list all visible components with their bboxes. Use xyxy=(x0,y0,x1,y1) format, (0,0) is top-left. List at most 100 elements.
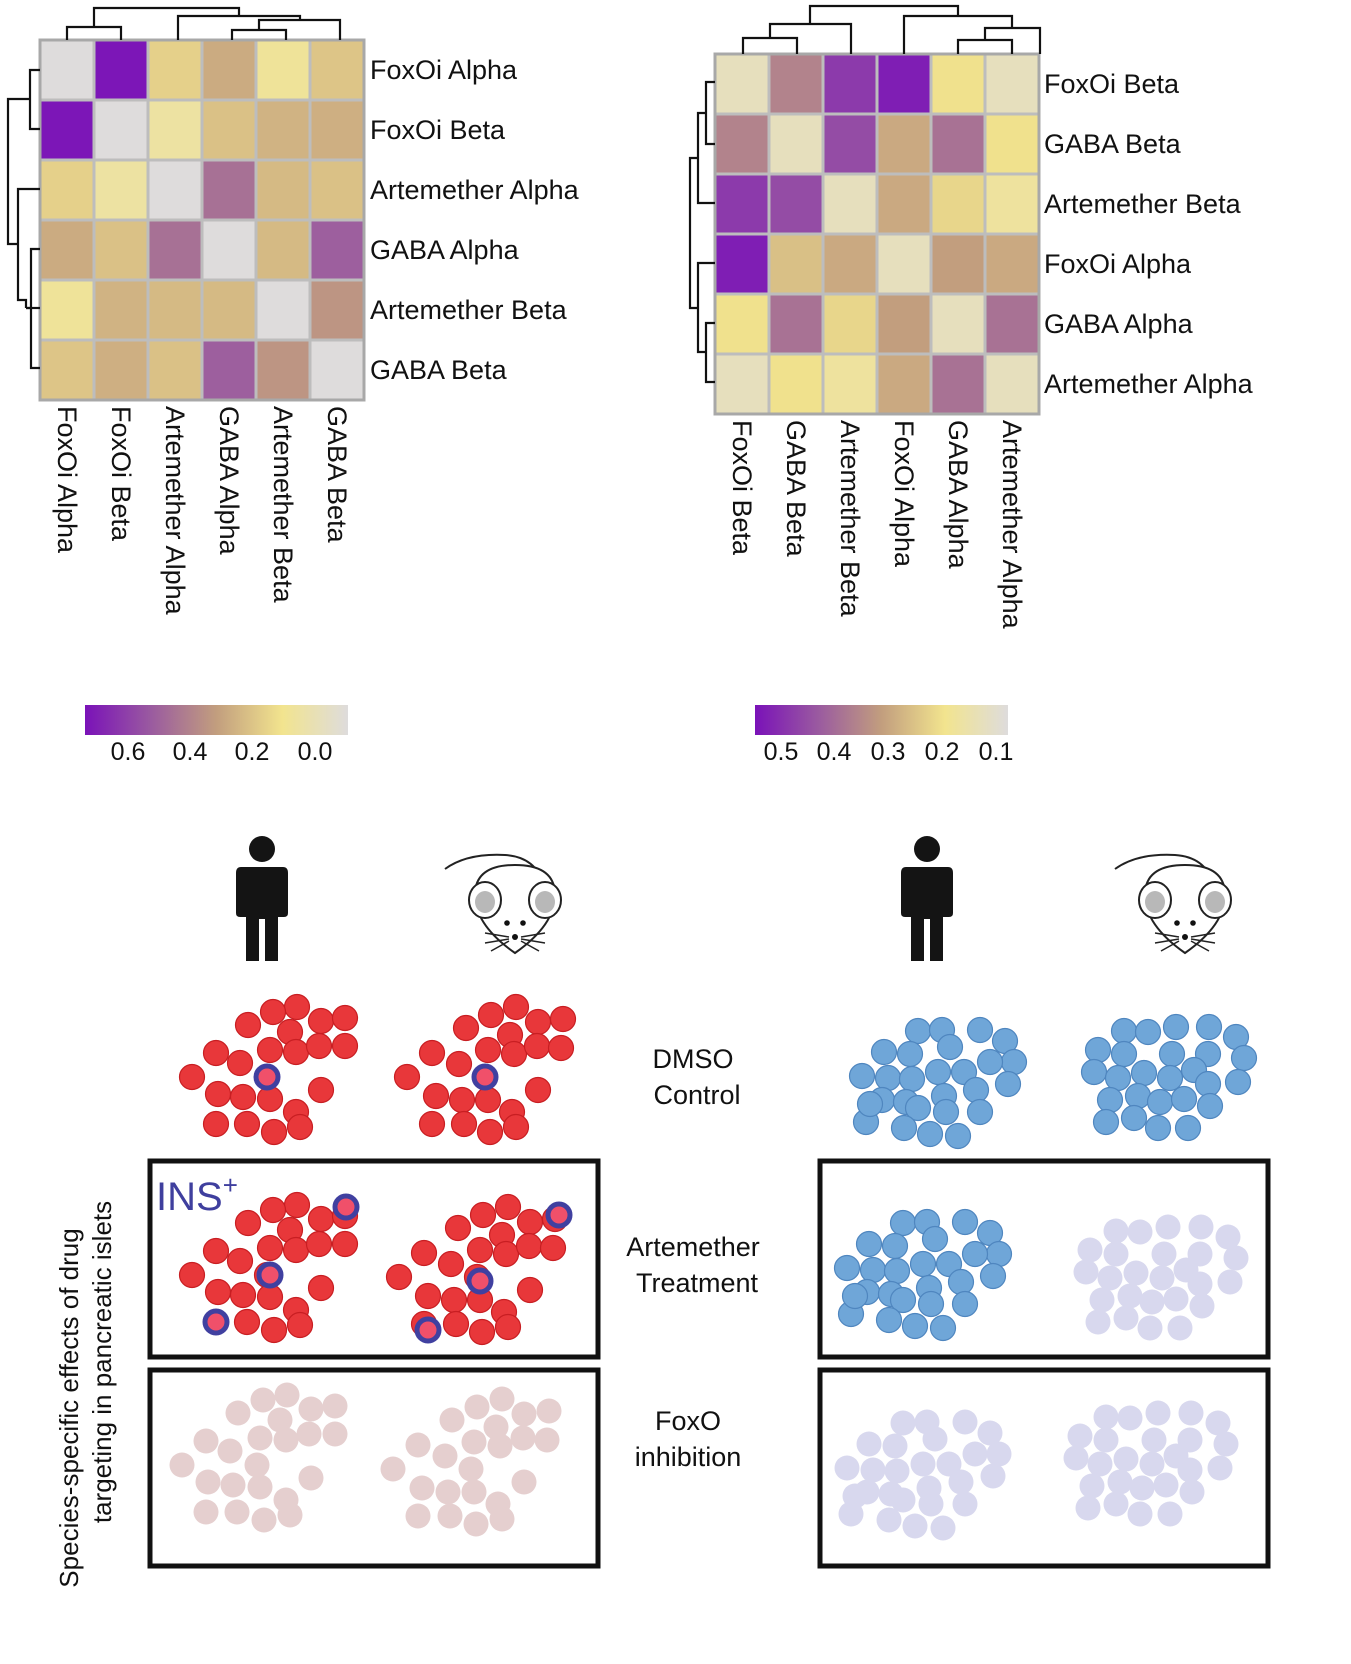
heatmap-cell xyxy=(203,221,255,279)
foxo-box-left xyxy=(147,1367,601,1569)
heatmap-cell xyxy=(716,115,768,173)
heatmap-cell xyxy=(149,221,201,279)
heatmap-cell xyxy=(932,55,984,113)
islet-cell xyxy=(1089,1287,1115,1313)
foxo-label-line1: FoxO xyxy=(655,1406,721,1436)
heatmap-cell xyxy=(770,355,822,413)
islet-cell xyxy=(224,1499,250,1525)
islet-cell xyxy=(890,1114,918,1142)
islet-cell xyxy=(1124,1082,1152,1110)
islet-cell xyxy=(1196,1092,1224,1120)
heatmap-col-label: Artemether Alpha xyxy=(160,406,190,616)
islet-cell xyxy=(883,1257,911,1285)
heatmap-cell xyxy=(41,341,93,399)
heatmap-cell xyxy=(878,55,930,113)
islet-cell xyxy=(930,1515,956,1541)
heatmap-cell xyxy=(770,55,822,113)
islet-cell xyxy=(1084,1036,1112,1064)
islet-cell xyxy=(1085,1309,1111,1335)
islet-cell xyxy=(918,1491,944,1517)
islet-cell xyxy=(322,1421,348,1447)
islet-cell xyxy=(307,1076,335,1104)
islet-cell xyxy=(418,1110,446,1138)
islet-cell xyxy=(842,1483,868,1509)
islet-cell xyxy=(250,1387,276,1413)
islet-cell xyxy=(260,1118,288,1146)
islet-cell xyxy=(256,1234,284,1262)
islet-cell xyxy=(1188,1214,1214,1240)
colorbar-tick-label: 0.4 xyxy=(817,738,852,766)
islet-cell xyxy=(966,1016,994,1044)
islet-cell xyxy=(1079,1473,1105,1499)
human-silhouette-icon xyxy=(236,836,288,961)
heatmap-cell xyxy=(203,161,255,219)
islet-cell xyxy=(393,1063,421,1091)
islet-cell xyxy=(1130,1059,1158,1087)
islet-cell xyxy=(477,1001,505,1029)
islet-cell xyxy=(169,1452,195,1478)
islet-cell xyxy=(1087,1451,1113,1477)
islet-cell xyxy=(1141,1427,1167,1453)
ins-positive-cell xyxy=(466,1267,494,1295)
heatmap-row-label: FoxOi Beta xyxy=(370,115,506,145)
islet-cell xyxy=(1120,1104,1148,1132)
foxo-label-line2: inhibition xyxy=(635,1442,742,1472)
heatmap-cell xyxy=(203,41,255,99)
artemether-label-line1: Artemether xyxy=(626,1232,760,1262)
islet-cell xyxy=(1156,1064,1184,1092)
heatmap-cell xyxy=(824,55,876,113)
colorbar-right-ticks: 0.5 0.4 0.3 0.2 0.1 xyxy=(764,738,1014,766)
islet-cell xyxy=(1195,1013,1223,1041)
islet-cell xyxy=(500,1040,528,1068)
islet-cell xyxy=(195,1469,221,1495)
islet-cell xyxy=(1137,1315,1163,1341)
islet-cell xyxy=(466,1236,494,1264)
heatmap-row-label: GABA Beta xyxy=(370,355,508,385)
islet-cell xyxy=(1097,1265,1123,1291)
islet-cell xyxy=(233,1110,261,1138)
heatmap-cell xyxy=(986,55,1038,113)
islet-cell xyxy=(305,1230,333,1258)
heatmap-cell xyxy=(824,235,876,293)
islet-cell xyxy=(461,1429,487,1455)
islet-cell xyxy=(966,1098,994,1126)
islet-cell xyxy=(536,1398,562,1424)
heatmap-row-label: FoxOi Alpha xyxy=(1044,249,1192,279)
islet-cell xyxy=(469,1201,497,1229)
islet-cell xyxy=(234,1209,262,1237)
heatmap-cell xyxy=(770,295,822,353)
islet-cell xyxy=(1096,1086,1124,1114)
heatmap-cell xyxy=(257,341,309,399)
heatmap-row-label: Artemether Beta xyxy=(1044,189,1242,219)
islet-cell xyxy=(1127,1219,1153,1245)
heatmap-cell xyxy=(770,115,822,173)
islet-cell xyxy=(924,1058,952,1086)
islet-cell xyxy=(437,1250,465,1278)
islet-cell xyxy=(901,1312,929,1340)
islet-cell xyxy=(1077,1237,1103,1263)
heatmap-cell xyxy=(203,281,255,339)
islet-cell xyxy=(523,1032,551,1060)
islet-cell xyxy=(1075,1495,1101,1521)
islet-cell xyxy=(1080,1058,1108,1086)
islet-cell xyxy=(405,1503,431,1529)
islet-cell xyxy=(273,1427,299,1453)
islet-cell xyxy=(445,1050,473,1078)
islet-cell xyxy=(1178,1400,1204,1426)
islet-cell xyxy=(1174,1114,1202,1142)
islet-cell xyxy=(229,1083,257,1111)
islet-cell xyxy=(298,1396,324,1422)
islet-cell xyxy=(274,1382,300,1408)
heatmap-row-label: Artemether Alpha xyxy=(1044,369,1254,399)
islet-cell xyxy=(1145,1400,1171,1426)
ins-positive-cell xyxy=(253,1063,281,1091)
islet-cell xyxy=(193,1428,219,1454)
islet-cell xyxy=(1103,1218,1129,1244)
heatmap-cell xyxy=(932,175,984,233)
islet-cell xyxy=(952,1409,978,1435)
heatmap-cell xyxy=(311,341,363,399)
ins-positive-label: INS+ xyxy=(156,1170,238,1219)
islet-cell xyxy=(1092,1108,1120,1136)
heatmap-cell xyxy=(824,115,876,173)
colorbar-tick-label: 0.2 xyxy=(235,738,270,766)
